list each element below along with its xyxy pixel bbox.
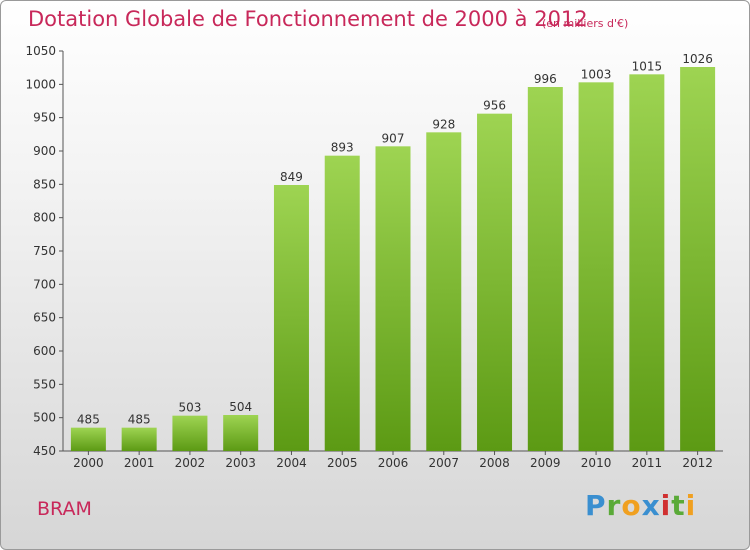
- y-tick-label: 800: [33, 211, 56, 225]
- value-label: 928: [432, 117, 455, 131]
- y-tick-label: 500: [33, 411, 56, 425]
- value-label: 996: [534, 72, 557, 86]
- value-label: 485: [77, 413, 100, 427]
- chart-title: Dotation Globale de Fonctionnement de 20…: [28, 7, 588, 31]
- x-tick-label: 2008: [479, 456, 510, 470]
- bar-2006: [375, 146, 411, 452]
- x-tick-label: 2007: [428, 456, 459, 470]
- value-label: 504: [229, 400, 252, 414]
- y-tick-label: 550: [33, 377, 56, 391]
- x-tick-label: 2000: [73, 456, 104, 470]
- value-label: 849: [280, 170, 303, 184]
- x-tick-label: 2011: [632, 456, 663, 470]
- x-tick-label: 2003: [225, 456, 256, 470]
- bar-2005: [324, 155, 360, 451]
- y-tick-label: 900: [33, 144, 56, 158]
- y-tick-label: 1000: [25, 77, 56, 91]
- y-tick-label: 1050: [25, 44, 56, 58]
- commune-name: BRAM: [37, 498, 92, 520]
- data-labels: 485 485 503 504 849 893 907 928 956 996 1003 1015 10…: [77, 52, 713, 427]
- x-tick-label: 2002: [175, 456, 206, 470]
- value-label: 956: [483, 99, 506, 113]
- axes: 450 500 550 600 650 700 750 800 850 900 950 1000 105…: [25, 44, 723, 470]
- x-tick-label: 2009: [530, 456, 561, 470]
- chart-unit: (en milliers d'€): [542, 17, 629, 30]
- bars: [70, 67, 716, 452]
- bar-2008: [477, 113, 513, 452]
- value-label: 503: [178, 401, 201, 415]
- x-tick-label: 2001: [124, 456, 155, 470]
- bar-2000: [70, 427, 106, 451]
- bar-2009: [527, 87, 563, 451]
- value-label: 1015: [632, 59, 663, 73]
- value-label: 1003: [581, 67, 612, 81]
- value-label: 907: [382, 131, 405, 145]
- y-tick-label: 950: [33, 111, 56, 125]
- y-tick-label: 850: [33, 177, 56, 191]
- bar-2004: [273, 185, 309, 451]
- bar-2002: [172, 415, 208, 451]
- x-tick-label: 2005: [327, 456, 358, 470]
- bar-chart: 450 500 550 600 650 700 750 800 850 900 950 1000 105…: [25, 44, 723, 470]
- bar-2003: [223, 415, 259, 451]
- x-tick-label: 2004: [276, 456, 307, 470]
- bar-2001: [121, 427, 157, 451]
- y-tick-label: 700: [33, 277, 56, 291]
- value-label: 1026: [682, 52, 713, 66]
- bar-2012: [680, 67, 716, 451]
- proxiti-logo: Proxiti: [585, 489, 697, 522]
- bar-2010: [578, 82, 614, 451]
- y-tick-label: 750: [33, 244, 56, 258]
- x-tick-label: 2006: [378, 456, 409, 470]
- bar-2007: [426, 132, 462, 452]
- y-tick-label: 600: [33, 344, 56, 358]
- value-label: 485: [128, 413, 151, 427]
- y-tick-label: 450: [33, 444, 56, 458]
- x-tick-label: 2010: [581, 456, 612, 470]
- y-tick-label: 650: [33, 311, 56, 325]
- x-tick-label: 2012: [682, 456, 713, 470]
- value-label: 893: [331, 141, 354, 155]
- bar-2011: [629, 74, 665, 451]
